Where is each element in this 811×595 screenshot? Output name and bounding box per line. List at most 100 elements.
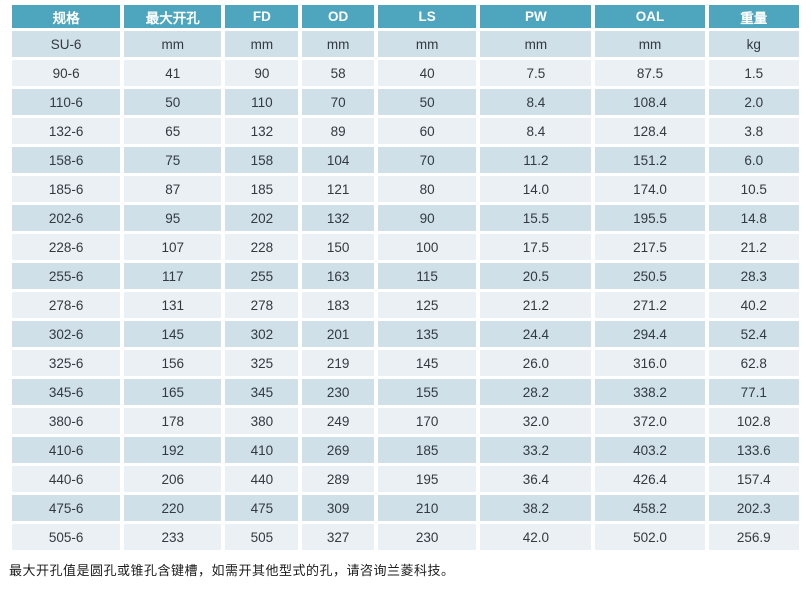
table-cell: 372.0 (595, 408, 705, 434)
table-cell: 38.2 (480, 495, 592, 521)
table-cell: 41 (124, 60, 222, 86)
table-cell: 107 (124, 234, 222, 260)
table-cell: 28.3 (708, 263, 799, 289)
column-header-6: OAL (595, 5, 705, 28)
data-row: 440-6 206 440 289 195 36.4 426.4 157.4 (12, 466, 799, 492)
table-cell: 131 (124, 292, 222, 318)
table-cell: 70 (302, 89, 375, 115)
table-cell: 206 (124, 466, 222, 492)
data-row: 132-6 65 132 89 60 8.4 128.4 3.8 (12, 118, 799, 144)
table-cell: 117 (124, 263, 222, 289)
table-cell: 155 (378, 379, 477, 405)
table-cell: SU-6 (12, 31, 121, 57)
table-cell: 21.2 (480, 292, 592, 318)
table-cell: 278-6 (12, 292, 121, 318)
table-cell: 426.4 (595, 466, 705, 492)
table-cell: 14.0 (480, 176, 592, 202)
footnote: 最大开孔值是圆孔或锥孔含键槽，如需开其他型式的孔，请咨询兰菱科技。 (9, 563, 455, 578)
table-cell: 28.2 (480, 379, 592, 405)
column-header-0: 规格 (12, 5, 121, 28)
table-cell: 95 (124, 205, 222, 231)
table-cell: 316.0 (595, 350, 705, 376)
table-cell: mm (225, 31, 299, 57)
data-row: 185-6 87 185 121 80 14.0 174.0 10.5 (12, 176, 799, 202)
data-row: 110-6 50 110 70 50 8.4 108.4 2.0 (12, 89, 799, 115)
table-cell: 327 (302, 524, 375, 550)
table-cell: 2.0 (708, 89, 799, 115)
table-cell: 135 (378, 321, 477, 347)
table-cell: 185 (225, 176, 299, 202)
table-cell: 163 (302, 263, 375, 289)
table-cell: 325-6 (12, 350, 121, 376)
table-cell: 21.2 (708, 234, 799, 260)
table-cell: 458.2 (595, 495, 705, 521)
table-cell: 62.8 (708, 350, 799, 376)
table-cell: 7.5 (480, 60, 592, 86)
table-cell: 202 (225, 205, 299, 231)
table-cell: 20.5 (480, 263, 592, 289)
table-cell: 132 (302, 205, 375, 231)
data-row: 475-6 220 475 309 210 38.2 458.2 202.3 (12, 495, 799, 521)
table-cell: mm (378, 31, 477, 57)
table-cell: 338.2 (595, 379, 705, 405)
table-cell: 278 (225, 292, 299, 318)
table-cell: 505-6 (12, 524, 121, 550)
table-cell: 185 (378, 437, 477, 463)
table-cell: 50 (378, 89, 477, 115)
table-cell: 271.2 (595, 292, 705, 318)
table-cell: 217.5 (595, 234, 705, 260)
table-cell: 89 (302, 118, 375, 144)
table-cell: 128.4 (595, 118, 705, 144)
table-cell: 150 (302, 234, 375, 260)
table-cell: kg (708, 31, 799, 57)
table-cell: 302-6 (12, 321, 121, 347)
table-cell: 14.8 (708, 205, 799, 231)
column-header-1: 最大开孔 (124, 5, 222, 28)
table-cell: 233 (124, 524, 222, 550)
table-cell: 475 (225, 495, 299, 521)
table-cell: 132-6 (12, 118, 121, 144)
table-cell: 75 (124, 147, 222, 173)
table-cell: 249 (302, 408, 375, 434)
table-cell: 80 (378, 176, 477, 202)
table-cell: 10.5 (708, 176, 799, 202)
table-cell: 151.2 (595, 147, 705, 173)
table-cell: 170 (378, 408, 477, 434)
table-cell: 58 (302, 60, 375, 86)
table-cell: 195.5 (595, 205, 705, 231)
data-row: 255-6 117 255 163 115 20.5 250.5 28.3 (12, 263, 799, 289)
table-cell: 158-6 (12, 147, 121, 173)
table-cell: 108.4 (595, 89, 705, 115)
table-cell: 132 (225, 118, 299, 144)
table-cell: 502.0 (595, 524, 705, 550)
data-row: 380-6 178 380 249 170 32.0 372.0 102.8 (12, 408, 799, 434)
table-cell: 121 (302, 176, 375, 202)
table-cell: 269 (302, 437, 375, 463)
table-cell: 15.5 (480, 205, 592, 231)
spec-table: 规格 最大开孔 FD OD LS PW OAL 重量 SU-6 mm mm mm mm mm mm kg 90… (8, 2, 803, 553)
table-cell: 289 (302, 466, 375, 492)
table-cell: 87 (124, 176, 222, 202)
data-row: 228-6 107 228 150 100 17.5 217.5 21.2 (12, 234, 799, 260)
data-row: 325-6 156 325 219 145 26.0 316.0 62.8 (12, 350, 799, 376)
table-cell: 6.0 (708, 147, 799, 173)
table-cell: 325 (225, 350, 299, 376)
table-cell: 60 (378, 118, 477, 144)
table-cell: 228 (225, 234, 299, 260)
table-cell: 156 (124, 350, 222, 376)
table-cell: 192 (124, 437, 222, 463)
column-header-2: FD (225, 5, 299, 28)
table-cell: 256.9 (708, 524, 799, 550)
table-cell: 230 (378, 524, 477, 550)
table-cell: 8.4 (480, 89, 592, 115)
table-cell: 11.2 (480, 147, 592, 173)
table-cell: 26.0 (480, 350, 592, 376)
data-row: 90-6 41 90 58 40 7.5 87.5 1.5 (12, 60, 799, 86)
table-cell: 100 (378, 234, 477, 260)
data-row: 158-6 75 158 104 70 11.2 151.2 6.0 (12, 147, 799, 173)
table-cell: 3.8 (708, 118, 799, 144)
table-cell: 183 (302, 292, 375, 318)
table-cell: 8.4 (480, 118, 592, 144)
table-cell: 90 (225, 60, 299, 86)
table-body: SU-6 mm mm mm mm mm mm kg 90-6 41 90 58 40 7.5 87.5 1.5… (12, 31, 799, 550)
